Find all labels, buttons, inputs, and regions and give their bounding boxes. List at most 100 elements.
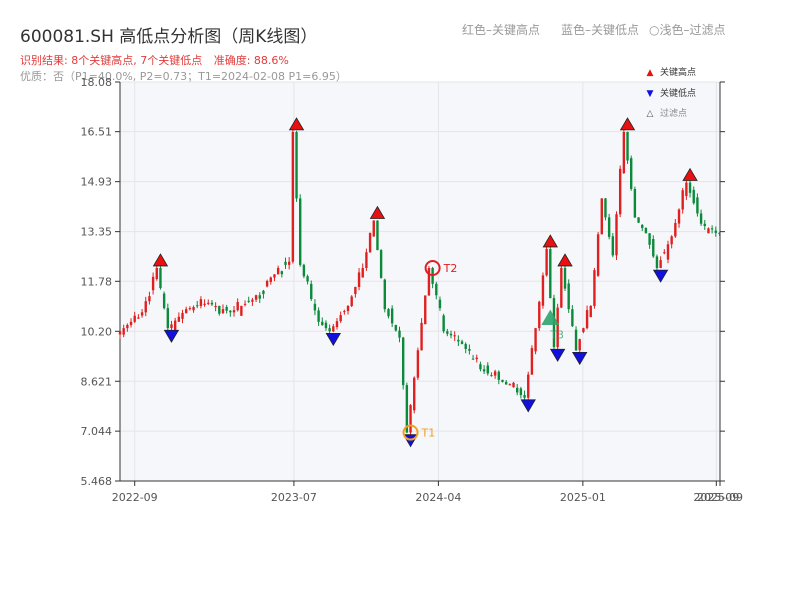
candle-body xyxy=(438,299,442,309)
candle-body xyxy=(354,287,357,294)
special-point-label: T2 xyxy=(443,262,458,275)
candle-body xyxy=(413,377,416,411)
candle-body xyxy=(538,301,541,329)
candle-body xyxy=(486,365,489,374)
candle-body xyxy=(346,305,350,312)
x-tick-label: 2022-09 xyxy=(112,491,158,504)
candle-body xyxy=(192,307,195,311)
y-tick-label: 16.51 xyxy=(81,126,113,139)
candle-body xyxy=(549,249,552,299)
legend-light-note: ○浅色–过滤点 xyxy=(649,23,726,37)
candle-body xyxy=(530,348,534,375)
candle-body xyxy=(291,131,295,262)
candle-body xyxy=(317,310,320,322)
candle-body xyxy=(170,324,173,329)
candle-body xyxy=(508,384,512,386)
candle-body xyxy=(269,277,272,282)
candle-body xyxy=(424,295,427,325)
candle-body xyxy=(534,328,537,352)
candle-body xyxy=(229,310,232,313)
candle-body xyxy=(641,224,644,228)
candle-body xyxy=(648,233,651,245)
candle-body xyxy=(659,260,662,269)
candle-body xyxy=(515,387,519,393)
candle-body xyxy=(490,375,493,377)
candle-body xyxy=(519,388,523,396)
red-triangle-up-icon: ▲ xyxy=(646,68,654,78)
candle-body xyxy=(368,232,372,253)
candle-body xyxy=(196,305,199,307)
candle-body xyxy=(394,325,398,331)
x-tick-label: 2025-09 xyxy=(693,491,739,504)
candle-body xyxy=(600,198,603,235)
candle-body xyxy=(420,322,423,351)
candle-body xyxy=(453,335,456,337)
result-summary: 识别结果: 8个关键高点, 7个关键低点 xyxy=(20,54,203,67)
candle-body xyxy=(471,358,475,360)
candle-body xyxy=(383,279,386,310)
candle-body xyxy=(475,357,478,360)
y-tick-label: 14.93 xyxy=(81,176,113,189)
candle-body xyxy=(155,268,158,280)
hollow-triangle-icon: △ xyxy=(646,109,654,119)
candle-body xyxy=(218,305,221,314)
candle-body xyxy=(457,339,460,342)
candle-body xyxy=(442,315,445,332)
candle-body xyxy=(280,271,284,275)
key-low-marker xyxy=(549,348,566,362)
legend-item-filtered[interactable]: △ 过滤点 xyxy=(644,106,687,119)
candle-body xyxy=(332,326,335,332)
candle-body xyxy=(681,190,684,210)
candle-body xyxy=(188,308,192,310)
candle-body xyxy=(468,349,471,351)
key-high-marker xyxy=(288,117,305,131)
candle-body xyxy=(504,381,508,385)
chart-title: 600081.SH 高低点分析图（周K线图） xyxy=(20,27,318,47)
candle-body xyxy=(214,305,217,308)
candle-body xyxy=(401,337,405,386)
candle-body xyxy=(585,310,589,329)
candle-body xyxy=(596,234,600,276)
candle-body xyxy=(265,280,269,287)
quality-line: 优质：否（P1=40.0%, P2=0.73；T1=2024-02-08 P1=… xyxy=(20,70,347,83)
candle-body xyxy=(339,315,342,322)
candle-body xyxy=(199,299,203,306)
candle-body xyxy=(166,308,170,329)
candle-body xyxy=(556,307,559,348)
candle-body xyxy=(122,328,125,335)
candle-body xyxy=(306,276,309,282)
candle-body xyxy=(626,131,629,161)
candle-body xyxy=(118,331,122,335)
candle-body xyxy=(184,309,188,313)
special-point-ring xyxy=(402,424,419,441)
candle-body xyxy=(181,312,184,319)
candle-body xyxy=(493,371,497,376)
candle-body xyxy=(299,198,302,265)
candle-body xyxy=(666,244,670,260)
candle-body xyxy=(582,328,585,333)
candle-body xyxy=(652,238,655,257)
key-low-marker xyxy=(163,329,180,343)
key-low-marker xyxy=(572,351,588,366)
legend-item-low[interactable]: ▼ 关键低点 xyxy=(644,86,696,99)
candle-body xyxy=(365,252,368,269)
candle-body xyxy=(674,222,677,237)
legend-filtered-label: 过滤点 xyxy=(660,109,688,119)
x-tick-label: 2025-09 xyxy=(697,491,743,504)
legend-item-high[interactable]: ▲ 关键高点 xyxy=(644,65,696,78)
candle-body xyxy=(578,339,581,351)
candle-body xyxy=(416,350,420,378)
candle-body xyxy=(258,295,261,299)
x-tick-label: 2024-04 xyxy=(415,491,461,504)
candle-body xyxy=(655,256,659,269)
candle-body xyxy=(497,371,501,380)
candle-body xyxy=(615,214,618,256)
x-tick-label: 2023-07 xyxy=(271,491,317,504)
candle-body xyxy=(611,236,615,256)
candle-body xyxy=(232,310,236,313)
candle-body xyxy=(637,217,640,223)
candle-body xyxy=(685,182,688,197)
key-high-marker xyxy=(152,253,169,267)
key-high-marker xyxy=(557,253,573,267)
candle-body xyxy=(435,283,438,296)
